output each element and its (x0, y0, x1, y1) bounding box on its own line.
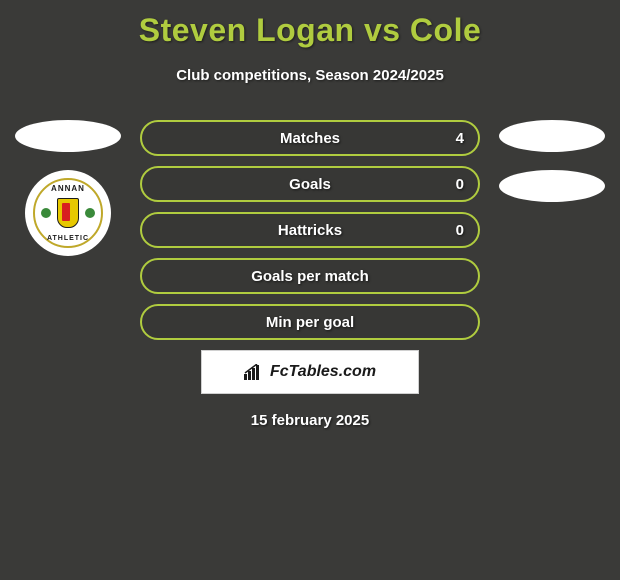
right-player-column (492, 120, 612, 220)
brand-label: FcTables.com (270, 363, 376, 381)
badge-text-bottom: ATHLETIC (35, 235, 101, 242)
club-badge-placeholder (499, 170, 605, 202)
club-badge-inner: ANNAN ATHLETIC (33, 178, 103, 248)
club-badge: ANNAN ATHLETIC (25, 170, 111, 256)
thistle-icon (85, 208, 95, 218)
stat-label: Goals (289, 176, 331, 193)
page-title: Steven Logan vs Cole (0, 0, 620, 49)
stat-row: Hattricks 0 (140, 212, 480, 248)
stat-label: Goals per match (251, 268, 369, 285)
bar-chart-icon (244, 364, 264, 380)
player-portrait-placeholder (15, 120, 121, 152)
stat-row: Goals per match (140, 258, 480, 294)
brand-box[interactable]: FcTables.com (201, 350, 419, 394)
stat-value-right: 0 (456, 222, 464, 239)
stat-value-right: 0 (456, 176, 464, 193)
stat-label: Min per goal (266, 314, 354, 331)
stat-row: Min per goal (140, 304, 480, 340)
subtitle: Club competitions, Season 2024/2025 (0, 67, 620, 84)
shield-icon (57, 198, 79, 228)
stat-row: Matches 4 (140, 120, 480, 156)
stats-table: Matches 4 Goals 0 Hattricks 0 Goals per … (140, 120, 480, 429)
stat-label: Hattricks (278, 222, 342, 239)
thistle-icon (41, 208, 51, 218)
stat-value-right: 4 (456, 130, 464, 147)
badge-text-top: ANNAN (35, 184, 101, 193)
stat-row: Goals 0 (140, 166, 480, 202)
player-portrait-placeholder (499, 120, 605, 152)
left-player-column: ANNAN ATHLETIC (8, 120, 128, 256)
date-label: 15 february 2025 (140, 412, 480, 429)
stat-label: Matches (280, 130, 340, 147)
